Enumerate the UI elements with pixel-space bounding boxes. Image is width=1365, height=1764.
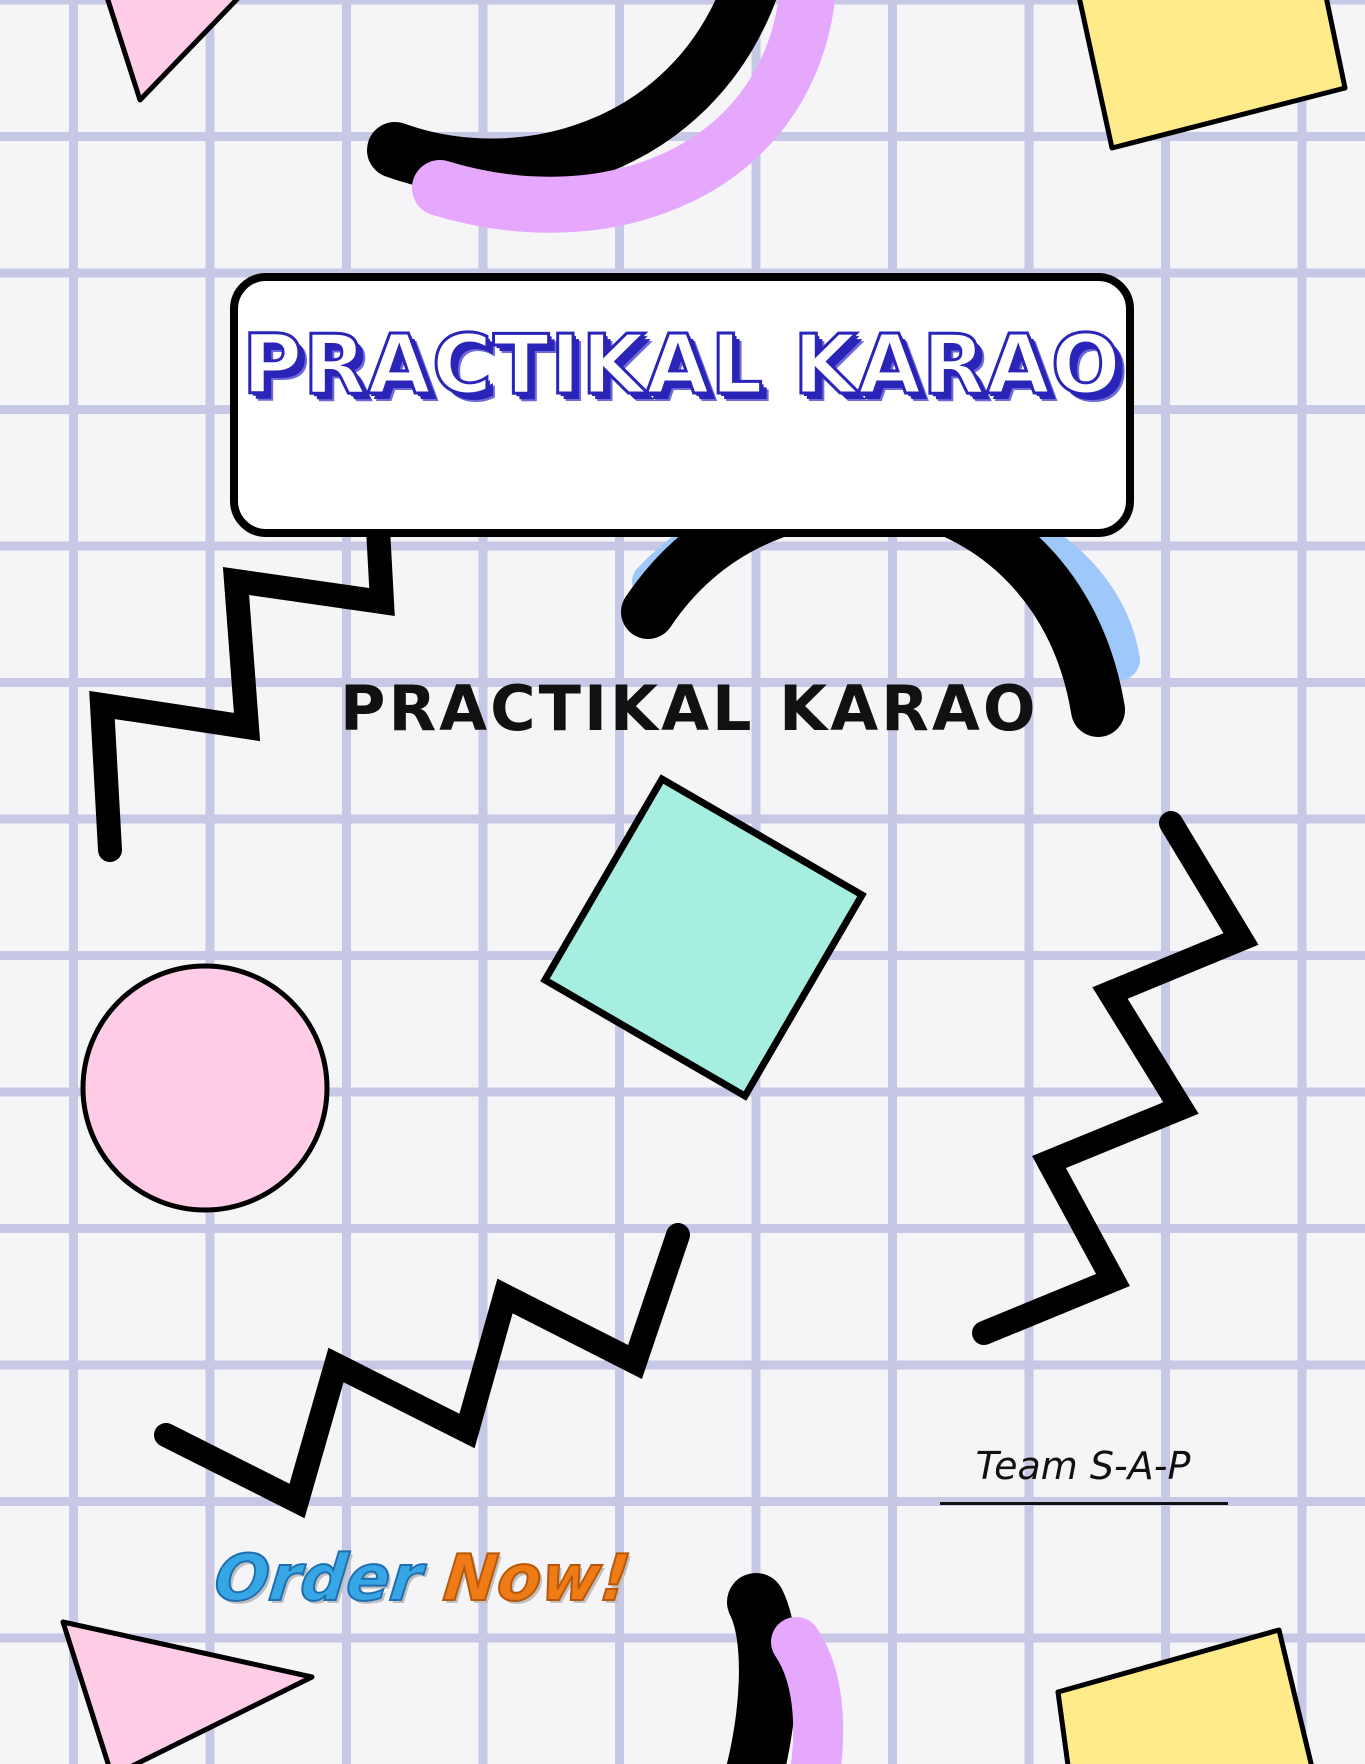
pink-triangle-bottom <box>60 1619 315 1764</box>
order-now-cta: Order Now! <box>210 1541 635 1617</box>
cta-order: Order <box>210 1541 427 1617</box>
title-banner: PRACTIKAL KARAO <box>230 273 1134 537</box>
mint-square <box>540 774 867 1101</box>
zigzag-right <box>972 811 1259 1345</box>
black-arc-bottom <box>726 1573 797 1764</box>
pink-circle <box>80 963 330 1213</box>
yellow-square-top <box>1077 0 1348 151</box>
cover-subtitle: PRACTIKAL KARAO <box>340 672 1039 745</box>
signature-line <box>940 1501 1228 1505</box>
signature-text: Team S-A-P <box>975 1444 1191 1488</box>
yellow-square-bottom <box>1055 1627 1314 1764</box>
signature-block: Team S-A-P <box>940 1444 1228 1505</box>
lavender-arc-bottom <box>771 1617 844 1764</box>
cover-title: PRACTIKAL KARAO <box>241 318 1122 413</box>
zigzag-bottom <box>154 1223 690 1519</box>
pink-triangle-top <box>105 0 240 103</box>
cta-now: Now! <box>439 1541 635 1617</box>
zigzag-left <box>89 443 395 862</box>
lavender-arc-top <box>412 0 835 233</box>
